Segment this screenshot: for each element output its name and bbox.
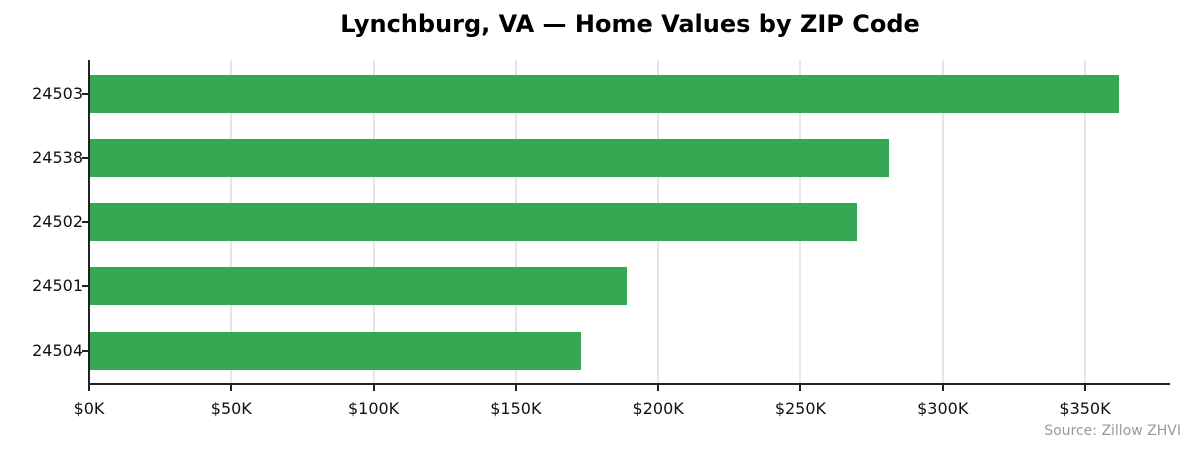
chart-title: Lynchburg, VA — Home Values by ZIP Code xyxy=(340,10,920,38)
x-tick-mark xyxy=(88,385,90,391)
x-tick-mark xyxy=(230,385,233,391)
y-tick-label: 24504 xyxy=(32,341,83,360)
y-tick-mark xyxy=(82,93,88,95)
y-tick-mark xyxy=(82,157,88,159)
y-tick-label: 24538 xyxy=(32,148,83,167)
x-tick-label: $300K xyxy=(917,399,969,418)
x-tick-label: $250K xyxy=(774,399,827,418)
y-tick-label: 24503 xyxy=(32,84,83,103)
x-tick-label: $50K xyxy=(210,399,252,418)
x-axis-line xyxy=(88,383,1170,385)
x-tick-mark xyxy=(799,385,802,391)
y-tick-mark xyxy=(82,221,88,223)
y-tick-mark xyxy=(82,285,88,287)
x-tick-label: $100K xyxy=(347,399,400,418)
x-tick-mark xyxy=(514,385,517,391)
gridline xyxy=(941,60,944,384)
bar-24502 xyxy=(89,203,858,241)
x-tick-label: $150K xyxy=(490,399,542,418)
x-tick-mark xyxy=(372,385,375,391)
source-note: Source: Zillow ZHVI xyxy=(1044,423,1181,439)
bar-24538 xyxy=(89,139,889,177)
y-axis-line xyxy=(88,60,90,385)
bar-24501 xyxy=(89,267,627,305)
plot-area xyxy=(89,60,1170,384)
x-tick-label: $0K xyxy=(73,399,105,418)
x-tick-mark xyxy=(941,385,944,391)
x-tick-mark xyxy=(1084,385,1086,391)
x-tick-mark xyxy=(657,385,660,391)
y-tick-label: 24502 xyxy=(32,212,83,231)
y-tick-mark xyxy=(82,350,88,352)
bar-24504 xyxy=(89,332,582,370)
gridline xyxy=(1084,60,1086,384)
x-tick-label: $350K xyxy=(1059,399,1111,418)
y-tick-label: 24501 xyxy=(32,276,83,295)
x-tick-label: $200K xyxy=(632,399,684,418)
bar-24503 xyxy=(89,75,1120,113)
